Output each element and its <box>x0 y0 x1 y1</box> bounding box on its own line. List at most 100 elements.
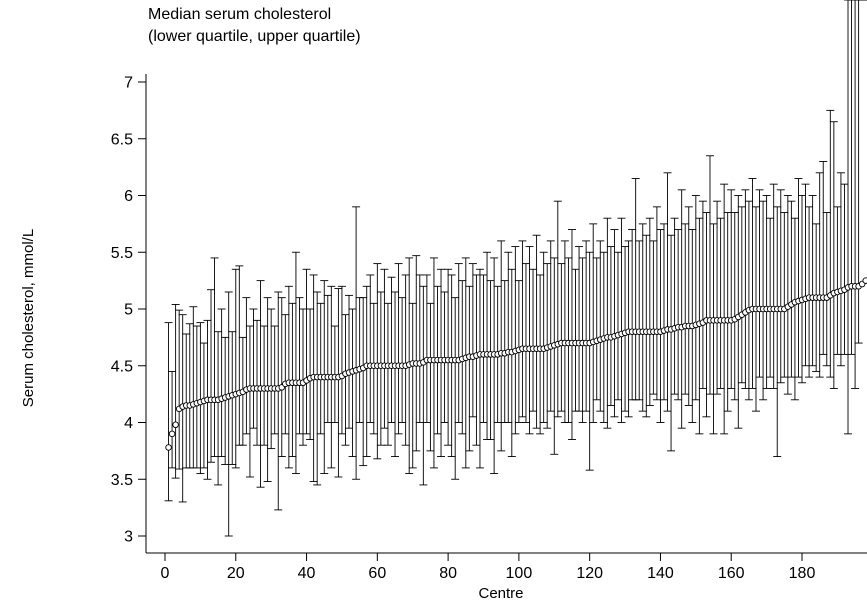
whisker <box>221 336 230 465</box>
whisker <box>773 206 782 457</box>
whisker <box>794 178 803 378</box>
whisker <box>539 251 548 423</box>
whisker <box>585 251 594 471</box>
whisker <box>734 195 743 429</box>
whisker <box>645 217 654 406</box>
whisker <box>737 206 746 384</box>
whisker <box>447 274 456 457</box>
whisker <box>698 200 707 389</box>
whisker <box>408 302 417 469</box>
whisker <box>192 325 201 469</box>
whisker <box>426 302 435 452</box>
whisker <box>790 217 799 401</box>
whisker <box>291 251 300 475</box>
whisker <box>723 212 732 412</box>
whisker <box>189 306 198 469</box>
whisker <box>412 255 421 452</box>
whisker <box>854 0 863 344</box>
whisker <box>560 240 569 423</box>
y-tick-label: 3 <box>124 529 133 546</box>
median-point <box>168 430 176 438</box>
whisker <box>380 268 389 429</box>
whisker <box>253 319 262 446</box>
whisker <box>182 333 191 469</box>
whisker <box>649 240 658 395</box>
whisker <box>592 257 601 401</box>
whisker <box>168 370 177 469</box>
whisker <box>702 212 711 418</box>
whisker <box>730 212 739 401</box>
whisker <box>511 246 520 435</box>
whisker <box>299 308 308 446</box>
whisker <box>776 189 785 384</box>
whisker <box>518 240 527 418</box>
whisker <box>362 285 371 457</box>
whisker <box>231 268 240 469</box>
whisker <box>267 308 276 450</box>
whisker <box>670 217 679 395</box>
median-markers <box>165 277 867 451</box>
whisker <box>787 200 796 378</box>
whisker <box>677 189 686 429</box>
whisker <box>256 280 265 488</box>
x-tick-label: 80 <box>439 565 457 582</box>
whisker <box>550 257 559 455</box>
axes: 3 3.5 4 4.5 5 5.5 6 6.5 7 0 20 40 60 80 100 120 140 160 1… <box>111 74 867 582</box>
median-point <box>172 421 179 429</box>
whisker <box>709 223 718 435</box>
whisker <box>475 268 484 469</box>
chart-title: Median serum cholesterol <box>148 6 332 23</box>
whisker <box>536 274 545 435</box>
median-point <box>862 277 867 284</box>
whisker <box>621 246 630 412</box>
whisker <box>270 325 279 435</box>
y-tick-label: 4 <box>124 415 133 432</box>
whisker <box>833 206 842 355</box>
whisker <box>808 195 817 367</box>
whisker <box>461 257 470 469</box>
whisker <box>606 246 615 406</box>
whisker <box>748 178 757 389</box>
whisker <box>341 314 350 446</box>
whisker <box>196 322 205 475</box>
whisker <box>844 0 853 435</box>
x-axis-label: Centre <box>478 585 523 602</box>
whisker <box>210 257 219 457</box>
x-tick-label: 40 <box>298 565 316 582</box>
x-tick-label: 120 <box>576 565 603 582</box>
x-tick-label: 20 <box>227 565 245 582</box>
whisker <box>610 229 619 418</box>
whisker <box>366 274 375 423</box>
whisker <box>553 200 562 418</box>
whisker <box>659 223 668 401</box>
whisker <box>302 268 311 435</box>
whisker <box>780 212 789 378</box>
whisker <box>521 263 530 423</box>
whisker <box>826 109 835 378</box>
y-tick-label: 5 <box>124 302 133 319</box>
whisker <box>245 325 254 478</box>
whisker <box>759 200 768 401</box>
whisker <box>274 291 283 511</box>
whisker <box>217 308 226 457</box>
median-point <box>165 444 172 451</box>
whisker <box>684 206 693 406</box>
whisker <box>582 240 591 412</box>
quartile-whiskers <box>164 0 867 537</box>
whisker <box>642 234 651 418</box>
whisker <box>829 121 838 389</box>
whisker <box>783 195 792 395</box>
whisker <box>497 240 506 452</box>
y-axis-label: Serum cholesterol, mmol/L <box>20 229 37 407</box>
whisker <box>224 291 233 537</box>
y-ticks: 3 3.5 4 4.5 5 5.5 6 6.5 7 <box>111 75 146 546</box>
whisker <box>667 234 676 452</box>
whisker <box>306 308 315 440</box>
whisker <box>674 229 683 401</box>
whisker <box>713 200 722 395</box>
whisker <box>345 294 354 429</box>
y-tick-label: 4.5 <box>111 358 133 375</box>
y-tick-label: 6.5 <box>111 131 133 148</box>
whisker <box>373 263 382 460</box>
x-tick-label: 180 <box>789 565 816 582</box>
